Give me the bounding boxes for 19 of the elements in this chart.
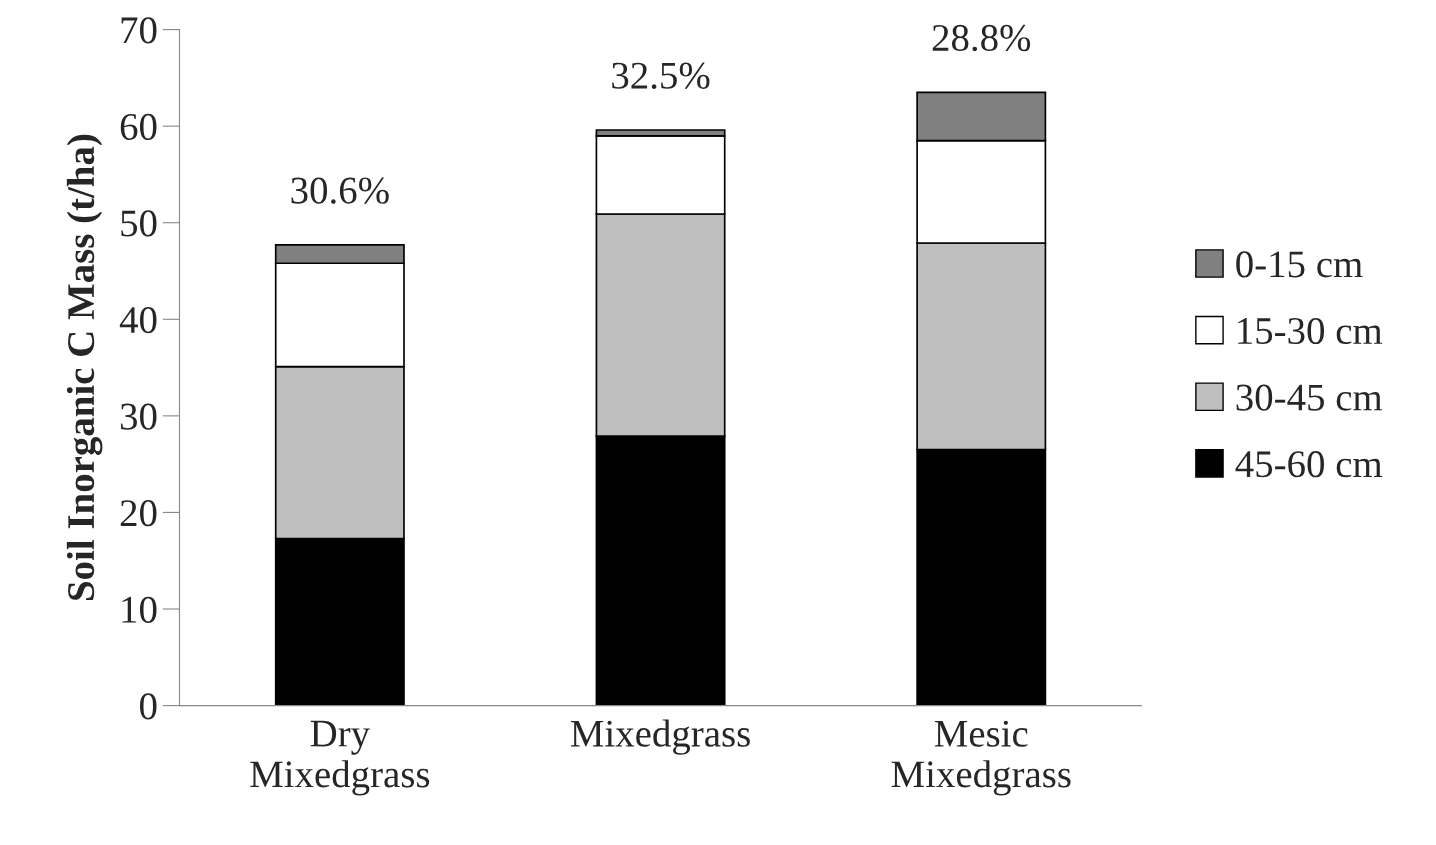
x-tick-label: Mixedgrass [570,719,750,755]
y-tick-label: 0 [140,693,157,720]
y-tick-label: 10 [122,596,157,623]
y-tick-label: 70 [121,17,157,44]
y-tick-label: 50 [121,210,157,237]
x-tick-label: Dry Mixedgrass [250,720,430,796]
x-tick-label: Mesic Mixedgrass [891,720,1071,796]
annotation: 32.5% [612,62,710,89]
y-tick-label: 30 [120,403,157,430]
annotation: 28.8% [932,24,1031,52]
legend-label: 30-45 cm [1236,384,1383,411]
legend-label: 0-15 cm [1236,251,1363,278]
y-axis-title: Soil Inorganic C Mass (t/ha) [66,134,103,600]
y-tick-label: 20 [120,500,157,527]
y-tick-label: 40 [119,306,157,334]
annotation: 30.6% [291,177,389,204]
legend-label: 15-30 cm [1238,317,1383,345]
y-tick-label: 60 [120,113,157,141]
legend-label: 45-60 cm [1235,451,1383,478]
